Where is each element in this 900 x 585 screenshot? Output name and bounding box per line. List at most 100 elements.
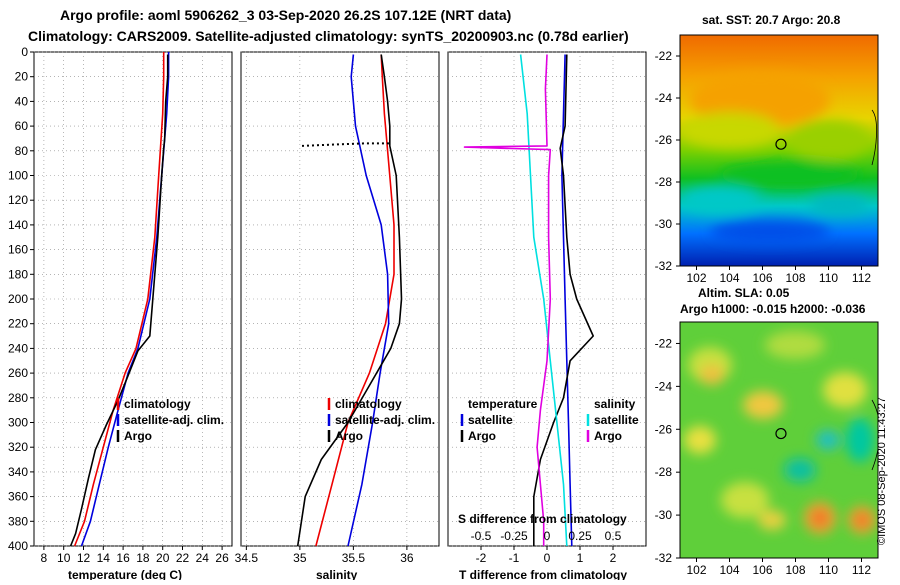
y-tick-label: 280 — [8, 391, 28, 405]
top-x-tick-label: -0.25 — [500, 529, 528, 543]
map-x-tick-label: 108 — [785, 563, 805, 577]
top-x-tick-label: -0.5 — [471, 529, 492, 543]
series-layer — [69, 52, 595, 547]
y-tick-label: 400 — [8, 539, 28, 553]
y-tick-label: 140 — [8, 218, 28, 232]
y-tick-label: 200 — [8, 292, 28, 306]
map-x-tick-label: 112 — [852, 271, 871, 285]
y-tick-label: 0 — [21, 45, 28, 59]
sst-argo-marker — [775, 138, 787, 150]
title-line1: Argo profile: aoml 5906262_3 03-Sep-2020… — [60, 7, 511, 23]
legend-climatology-label: climatology — [335, 397, 402, 411]
series-s-satellite — [519, 54, 568, 547]
temperature-xlabel: temperature (deg C) — [68, 568, 182, 580]
x-tick-label: 26 — [215, 551, 229, 565]
legend-temperature-title: temperature — [468, 397, 538, 411]
y-tick-label: 360 — [8, 490, 28, 504]
y-tick-label: 40 — [15, 94, 29, 108]
series-argo — [69, 54, 169, 547]
series-satellite-adj-clim- — [347, 54, 390, 547]
x-tick-label: 36 — [400, 551, 414, 565]
x-tick-label: 14 — [97, 551, 111, 565]
y-tick-label: 220 — [8, 317, 28, 331]
altimetry-map-frame — [679, 321, 879, 559]
axis-layer: 8 10 12 14 16 18 20 22 24 26020406080100120140160… — [8, 45, 622, 565]
x-tick-label: 35.5 — [342, 551, 366, 565]
imos-timestamp-text: ©IMOS 08-Sep-2020 11:43:27 — [876, 397, 888, 545]
difference-top-xlabel: S difference from climatology — [458, 512, 627, 526]
legend-s-satellite-label: satellite — [594, 413, 639, 427]
map-x-tick-label: 102 — [686, 271, 706, 285]
y-tick-label: 100 — [8, 169, 28, 183]
salinity-xlabel: salinity — [316, 568, 358, 580]
map-y-tick-label: -24 — [655, 379, 673, 393]
map-y-tick-label: -32 — [655, 259, 673, 273]
sst-map-image — [680, 35, 878, 266]
legend-t-satellite-label: satellite — [468, 413, 513, 427]
map-x-tick-label: 106 — [752, 271, 772, 285]
legend-satellite-label: satellite-adj. clim. — [335, 413, 435, 427]
map-y-tick-label: -28 — [655, 465, 673, 479]
map-y-tick-label: -30 — [655, 217, 673, 231]
series-t-argo — [532, 54, 595, 546]
legend-s-argo-label: Argo — [594, 429, 622, 443]
x-tick-label: 18 — [136, 551, 150, 565]
map-y-tick-label: -32 — [655, 551, 673, 565]
x-tick-label: 35 — [293, 551, 307, 565]
legend-t-argo-label: Argo — [468, 429, 496, 443]
sst-map-title: sat. SST: 20.7 Argo: 20.8 — [702, 13, 841, 27]
x-tick-label: 2 — [610, 551, 617, 565]
legend-argo-label: Argo — [124, 429, 152, 443]
map-x-tick-label: 102 — [686, 563, 706, 577]
salinity-legend: climatology satellite-adj. clim. Argo — [327, 397, 435, 443]
series-climatology — [315, 54, 395, 547]
top-x-tick-label: 0.25 — [568, 529, 592, 543]
y-tick-label: 320 — [8, 440, 28, 454]
map-y-tick-label: -26 — [655, 422, 673, 436]
y-tick-label: 180 — [8, 267, 28, 281]
y-tick-label: 340 — [8, 465, 28, 479]
altimetry-map-title: Altim. SLA: 0.05 — [698, 286, 790, 300]
altimetry-map-image — [680, 322, 878, 558]
y-tick-label: 300 — [8, 416, 28, 430]
legend-climatology-label: climatology — [124, 397, 191, 411]
legend-salinity-title: salinity — [594, 397, 636, 411]
x-tick-label: 24 — [196, 551, 210, 565]
difference-legend: temperature satellite Argo salinity sate… — [460, 397, 639, 443]
y-tick-label: 60 — [15, 119, 29, 133]
map-axis-layer: 102 104 106 108 110 112 -22 -24 -26 -28 -30 -32 102 1… — [655, 49, 872, 577]
altimetry-argo-marker — [775, 427, 787, 440]
x-tick-label: 34.5 — [235, 551, 259, 565]
series-t-satellite — [561, 54, 573, 547]
x-tick-label: 22 — [176, 551, 190, 565]
x-tick-label: 1 — [577, 551, 584, 565]
map-y-tick-label: -26 — [655, 133, 673, 147]
map-x-tick-label: 104 — [719, 271, 739, 285]
map-y-tick-label: -30 — [655, 508, 673, 522]
grid-layer — [34, 51, 646, 547]
map-y-tick-label: -22 — [655, 49, 673, 63]
x-tick-label: 20 — [156, 551, 170, 565]
legend-satellite-label: satellite-adj. clim. — [124, 413, 224, 427]
series-argo — [296, 54, 403, 547]
top-x-tick-label: 0.5 — [605, 529, 622, 543]
y-tick-label: 260 — [8, 366, 28, 380]
map-y-tick-label: -28 — [655, 175, 673, 189]
top-x-tick-label: 0 — [544, 529, 551, 543]
map-y-tick-label: -24 — [655, 91, 673, 105]
title-line2: Climatology: CARS2009. Satellite-adjuste… — [28, 28, 629, 44]
x-tick-label: -1 — [509, 551, 520, 565]
x-tick-label: 0 — [544, 551, 551, 565]
y-tick-label: 20 — [15, 70, 29, 84]
y-tick-label: 120 — [8, 193, 28, 207]
map-x-tick-label: 106 — [752, 563, 772, 577]
map-x-tick-label: 110 — [819, 271, 838, 285]
y-tick-label: 380 — [8, 514, 28, 528]
series-climatology — [73, 52, 165, 547]
series-argo-dotted — [301, 142, 390, 147]
difference-xlabel: T difference from climatology — [459, 568, 627, 580]
y-tick-label: 240 — [8, 341, 28, 355]
series-s-argo — [463, 54, 552, 546]
map-x-tick-label: 112 — [852, 563, 871, 577]
